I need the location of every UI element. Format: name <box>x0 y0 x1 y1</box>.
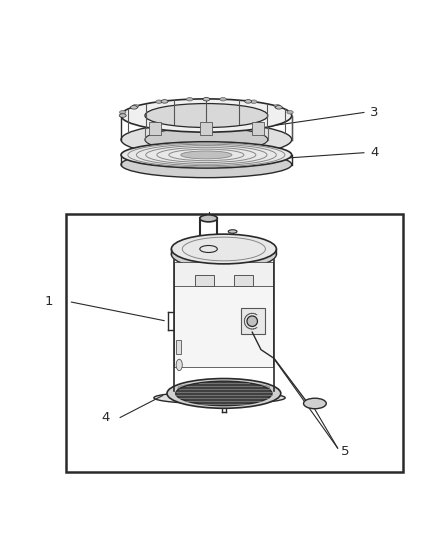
Ellipse shape <box>121 151 291 177</box>
Ellipse shape <box>155 100 162 103</box>
Text: 4: 4 <box>102 411 110 424</box>
Ellipse shape <box>145 103 267 127</box>
Text: 5: 5 <box>340 445 349 458</box>
Ellipse shape <box>175 381 272 406</box>
Ellipse shape <box>153 392 285 404</box>
Bar <box>174 262 273 302</box>
Ellipse shape <box>228 230 237 233</box>
Ellipse shape <box>171 239 276 269</box>
Ellipse shape <box>145 127 267 151</box>
Ellipse shape <box>166 378 280 408</box>
Ellipse shape <box>274 104 280 108</box>
Ellipse shape <box>121 99 291 132</box>
Ellipse shape <box>186 98 192 101</box>
Ellipse shape <box>180 151 231 159</box>
Ellipse shape <box>176 359 182 370</box>
Bar <box>175 340 180 354</box>
Ellipse shape <box>275 106 282 109</box>
Bar <box>174 286 273 367</box>
Ellipse shape <box>119 114 126 117</box>
Ellipse shape <box>286 110 293 114</box>
Ellipse shape <box>250 100 256 103</box>
Ellipse shape <box>199 215 217 222</box>
Bar <box>194 275 213 286</box>
Bar <box>148 122 161 135</box>
Bar <box>233 275 253 286</box>
Text: 1: 1 <box>45 295 53 308</box>
Ellipse shape <box>119 110 126 114</box>
Bar <box>251 122 263 135</box>
Ellipse shape <box>303 398 325 409</box>
Ellipse shape <box>247 316 257 326</box>
Text: 3: 3 <box>370 106 378 119</box>
Bar <box>66 214 403 472</box>
Ellipse shape <box>121 142 291 168</box>
Text: 4: 4 <box>370 146 378 159</box>
Ellipse shape <box>161 100 168 103</box>
Ellipse shape <box>244 100 251 103</box>
Ellipse shape <box>219 98 226 101</box>
Bar <box>200 122 212 135</box>
Ellipse shape <box>121 123 291 156</box>
Bar <box>241 308 265 334</box>
Ellipse shape <box>132 104 138 108</box>
Ellipse shape <box>130 106 137 109</box>
Ellipse shape <box>202 98 209 101</box>
Ellipse shape <box>171 234 276 264</box>
